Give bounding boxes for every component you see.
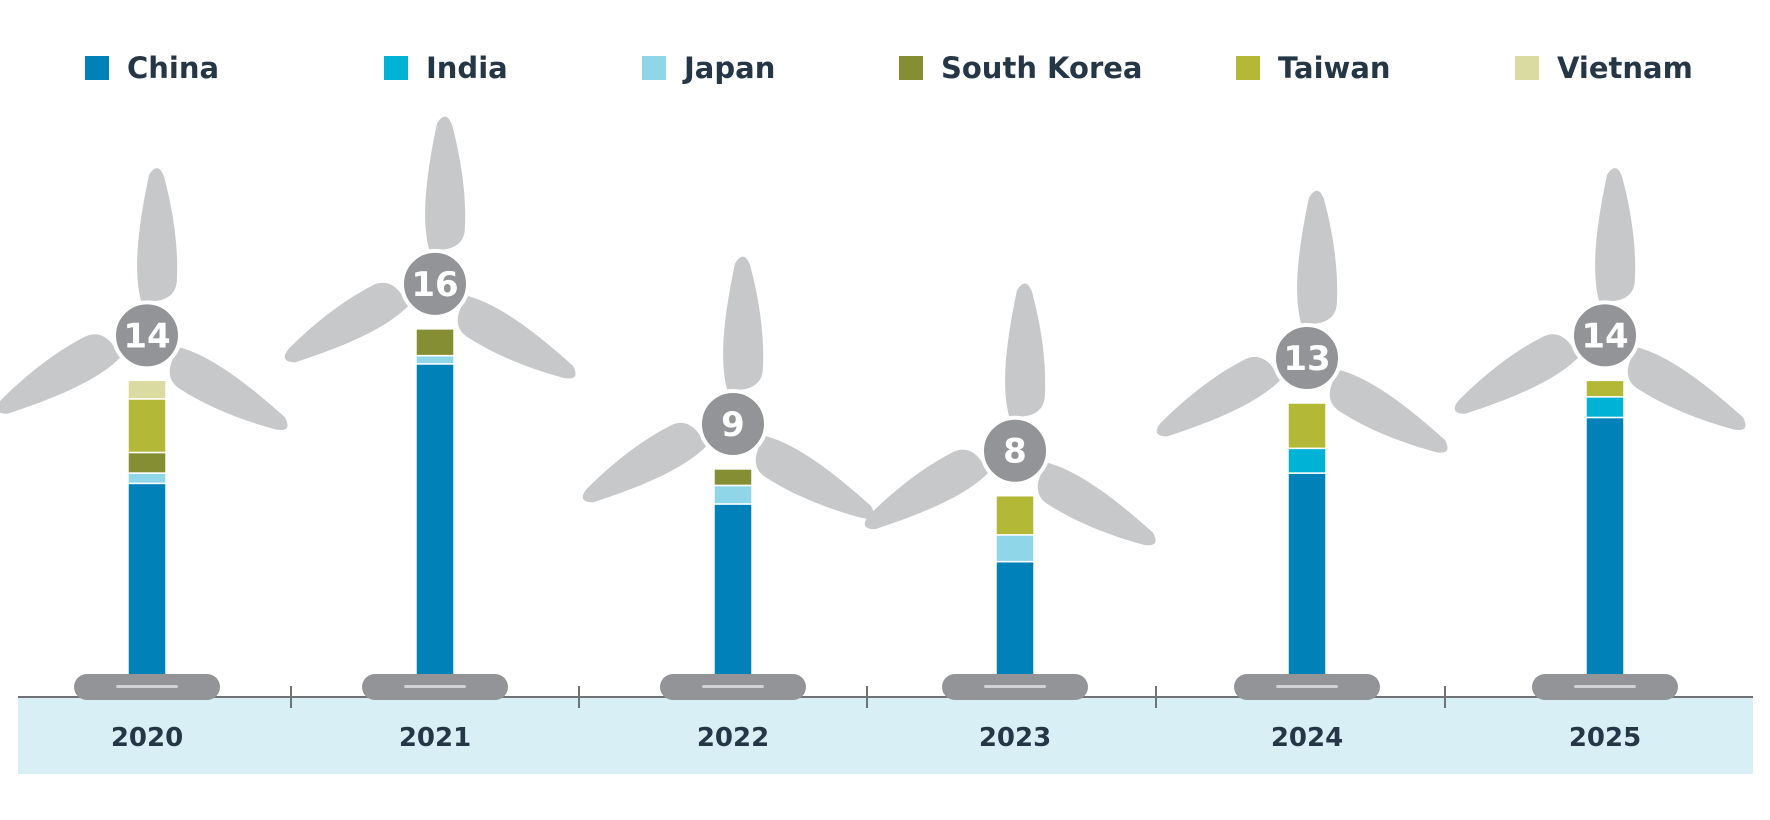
turbine-blade bbox=[1037, 462, 1156, 546]
turbine-blade bbox=[864, 449, 988, 530]
total-label: 8 bbox=[1003, 432, 1027, 472]
legend-swatch bbox=[642, 56, 666, 80]
hub-circle bbox=[1272, 323, 1342, 394]
turbine-blade bbox=[425, 116, 466, 250]
turbine-rotor: 13 bbox=[1156, 190, 1448, 453]
turbine-blade bbox=[137, 168, 178, 302]
legend-swatch bbox=[1515, 56, 1539, 80]
x-tick-label: 2024 bbox=[1271, 723, 1343, 753]
bar-segment-taiwan-2024 bbox=[1287, 402, 1327, 450]
turbine-blade bbox=[1454, 334, 1578, 414]
legend-swatch bbox=[1236, 56, 1260, 80]
legend-swatch bbox=[85, 56, 109, 80]
turbine-rotor: 8 bbox=[864, 283, 1156, 546]
total-label: 16 bbox=[411, 265, 458, 305]
bar-segment-japan-2022 bbox=[713, 484, 753, 505]
legend-item-south-korea: South Korea bbox=[899, 40, 1143, 96]
hub-circle bbox=[980, 415, 1050, 486]
turbine-base-highlight bbox=[1574, 685, 1636, 688]
legend-item-vietnam: Vietnam bbox=[1515, 40, 1693, 96]
turbine-blade bbox=[755, 436, 874, 519]
bar-segment-china-2024 bbox=[1287, 472, 1327, 678]
turbine-blade bbox=[1156, 356, 1280, 437]
bar-segment-south-korea-2021 bbox=[415, 328, 455, 357]
turbine-2020: 14 bbox=[0, 168, 288, 700]
turbine-blade bbox=[582, 422, 706, 503]
bar-segment-india-2024 bbox=[1287, 447, 1327, 474]
turbine-base-highlight bbox=[984, 685, 1046, 688]
bar-segment-japan-2021 bbox=[415, 354, 455, 365]
total-label: 9 bbox=[721, 405, 745, 445]
turbine-blade bbox=[1627, 347, 1746, 430]
bar-segment-china-2020 bbox=[127, 482, 167, 678]
turbine-blade bbox=[723, 256, 764, 390]
hub-circle bbox=[112, 300, 182, 371]
turbine-2025: 14 bbox=[1454, 168, 1746, 700]
bar-segment-japan-2020 bbox=[127, 472, 167, 485]
turbine-base-highlight bbox=[404, 685, 466, 688]
bar-segment-south-korea-2022 bbox=[713, 468, 753, 487]
legend-label: Taiwan bbox=[1278, 51, 1391, 85]
legend-swatch bbox=[899, 56, 923, 80]
turbine-rotor: 16 bbox=[284, 116, 576, 379]
x-tick-label: 2021 bbox=[399, 723, 471, 753]
turbine-2021: 16 bbox=[284, 116, 576, 700]
turbine-rotor: 14 bbox=[0, 168, 288, 430]
total-label: 14 bbox=[1581, 316, 1628, 356]
turbine-base-highlight bbox=[116, 685, 178, 688]
bar-segment-taiwan-2020 bbox=[127, 398, 167, 454]
hub-circle bbox=[698, 388, 768, 459]
total-label: 14 bbox=[123, 316, 170, 356]
bar-segment-china-2025 bbox=[1585, 416, 1625, 678]
x-tick-label: 2023 bbox=[979, 723, 1051, 753]
turbine-blade bbox=[169, 347, 288, 430]
legend-label: China bbox=[127, 51, 220, 85]
turbine-blade bbox=[1005, 283, 1046, 417]
legend-item-china: China bbox=[85, 40, 219, 96]
axis-band bbox=[18, 697, 1753, 774]
bar-segment-taiwan-2023 bbox=[995, 494, 1035, 536]
turbine-blade bbox=[0, 334, 120, 414]
hub-circle bbox=[1570, 300, 1640, 371]
hub-circle bbox=[400, 248, 470, 319]
turbine-2024: 13 bbox=[1156, 190, 1448, 700]
bar-segment-taiwan-2025 bbox=[1585, 379, 1625, 398]
turbine-blade bbox=[457, 295, 576, 379]
turbine-blade bbox=[284, 282, 408, 363]
turbine-blade bbox=[1297, 190, 1338, 324]
bar-segment-japan-2023 bbox=[995, 534, 1035, 563]
turbine-base-highlight bbox=[1276, 685, 1338, 688]
legend-label: India bbox=[426, 51, 508, 85]
bar-segment-china-2023 bbox=[995, 560, 1035, 678]
turbine-blade bbox=[1595, 168, 1636, 302]
bar-segment-vietnam-2020 bbox=[127, 379, 167, 400]
legend-label: Japan bbox=[684, 51, 776, 85]
turbine-base-highlight bbox=[702, 685, 764, 688]
turbine-rotor: 14 bbox=[1454, 168, 1746, 430]
legend-swatch bbox=[384, 56, 408, 80]
bar-segment-south-korea-2020 bbox=[127, 451, 167, 474]
bar-segment-china-2022 bbox=[713, 503, 753, 678]
x-tick-label: 2020 bbox=[111, 723, 183, 753]
turbine-2022: 9 bbox=[582, 256, 874, 700]
bar-segment-china-2021 bbox=[415, 363, 455, 678]
legend-item-taiwan: Taiwan bbox=[1236, 40, 1391, 96]
legend-label: Vietnam bbox=[1557, 51, 1693, 85]
x-tick-label: 2025 bbox=[1569, 723, 1641, 753]
turbine-2023: 8 bbox=[864, 283, 1156, 700]
legend-label: South Korea bbox=[941, 51, 1143, 85]
bar-segment-india-2025 bbox=[1585, 396, 1625, 419]
legend: China India Japan South Korea Taiwan Vietnam bbox=[0, 40, 1770, 96]
turbine-blade bbox=[1329, 370, 1448, 453]
turbine-rotor: 9 bbox=[582, 256, 874, 519]
x-tick-label: 2022 bbox=[697, 723, 769, 753]
total-label: 13 bbox=[1283, 339, 1330, 379]
legend-item-japan: Japan bbox=[642, 40, 775, 96]
legend-item-india: India bbox=[384, 40, 508, 96]
